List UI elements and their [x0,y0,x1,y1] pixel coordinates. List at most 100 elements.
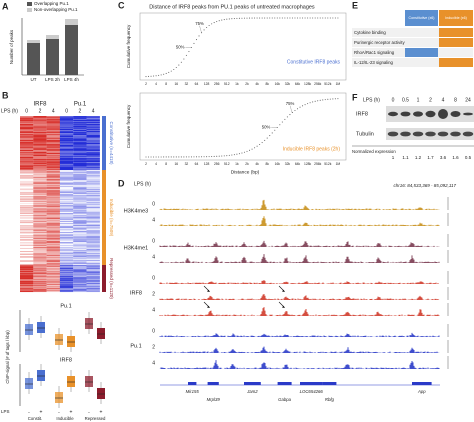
x-tick-label: 8 [165,162,167,166]
heatmap-row [33,121,47,123]
heatmap-row [73,178,87,180]
heatmap-row [73,240,87,242]
box [37,370,45,381]
curve-point [274,17,276,19]
curve-point [317,100,319,102]
heatmap-row [46,249,60,251]
heatmap-row [86,276,100,278]
heatmap-row [46,227,60,229]
heatmap-row [20,250,34,252]
heatmap-row [73,152,87,154]
heatmap-row [20,217,34,219]
heatmap-row [59,182,74,184]
heatmap-row [73,238,87,240]
heatmap-row [86,129,100,131]
heatmap-row [20,216,34,218]
heatmap-row [46,161,60,163]
heatmap-row [86,266,100,268]
heatmap-row [33,185,47,187]
heatmap-row [73,196,87,198]
heatmap-row [59,238,74,240]
heatmap-row [73,286,87,288]
heatmap-row [59,264,74,266]
heatmap-row [33,279,47,281]
heatmap-row [59,154,74,156]
heatmap-row [33,168,47,170]
heatmap-row [86,236,100,238]
heatmap-row [59,269,74,271]
heatmap-row [86,196,100,198]
heatmap-row [46,252,60,254]
heatmap-row [73,181,87,183]
heatmap-row [20,139,34,141]
group-label: Repressed [85,416,106,421]
heatmap-row [20,202,34,204]
heatmap-row [86,140,100,142]
curve-point [314,17,316,19]
x-tick-label: 1k [235,82,239,86]
heatmap-row [20,147,34,149]
heatmap-row [73,144,87,146]
curve-point [299,106,301,108]
heatmap-row [33,197,47,199]
heatmap-row [73,118,87,120]
heatmap-row [46,248,60,250]
heatmap-row [33,182,47,184]
heatmap-row [59,131,74,133]
heatmap-row [46,266,60,268]
heatmap-row [59,191,74,193]
heatmap-row [86,132,100,134]
heatmap-row [73,254,87,256]
heatmap-row [86,148,100,150]
heatmap-row [73,180,87,182]
heatmap-row [33,235,47,237]
bar [65,25,78,75]
heatmap-row [59,158,74,160]
heatmap-row [46,190,60,192]
heatmap-row [20,189,34,191]
axis-label: Cumulative frequency [126,24,131,68]
heatmap-row [73,174,87,176]
curve-point [271,17,273,19]
heatmap-row [73,219,87,221]
heatmap-row [46,143,60,145]
heatmap-row [46,202,60,204]
heatmap-row [33,255,47,257]
heatmap-row [59,255,74,257]
curve-point [198,35,200,37]
heatmap-row [59,208,74,210]
heatmap-row [20,231,34,233]
gene-label: Gabpa [278,397,292,402]
heatmap-row [86,134,100,136]
heatmap-row [46,214,60,216]
heatmap-row [46,116,60,118]
cluster-bar [102,170,106,265]
heatmap-row [20,228,34,230]
heatmap-row [73,128,87,130]
heatmap-row [20,134,34,136]
x-tick-label: 256 [214,162,220,166]
curve-point [243,151,246,153]
heatmap-row [73,289,87,291]
heatmap-row [33,142,47,144]
curve-point [213,22,215,24]
blot-band [400,131,411,137]
heatmap-row [33,244,47,246]
bar [46,35,59,39]
heatmap-row [20,148,34,150]
heatmap-row [86,244,100,246]
heatmap-row [20,132,34,134]
heatmap-row [73,242,87,244]
heatmap-row [86,270,100,272]
heatmap-row [46,280,60,282]
heatmap-row [73,183,87,185]
heatmap-row [20,239,34,241]
gene-label: Mir155 [186,389,200,394]
heatmap-row [73,202,87,204]
heatmap-row [33,186,47,188]
heatmap-row [73,245,87,247]
heatmap-row [59,141,74,143]
heatmap-row [73,156,87,158]
curve-point [302,17,304,19]
heatmap-row [59,249,74,251]
